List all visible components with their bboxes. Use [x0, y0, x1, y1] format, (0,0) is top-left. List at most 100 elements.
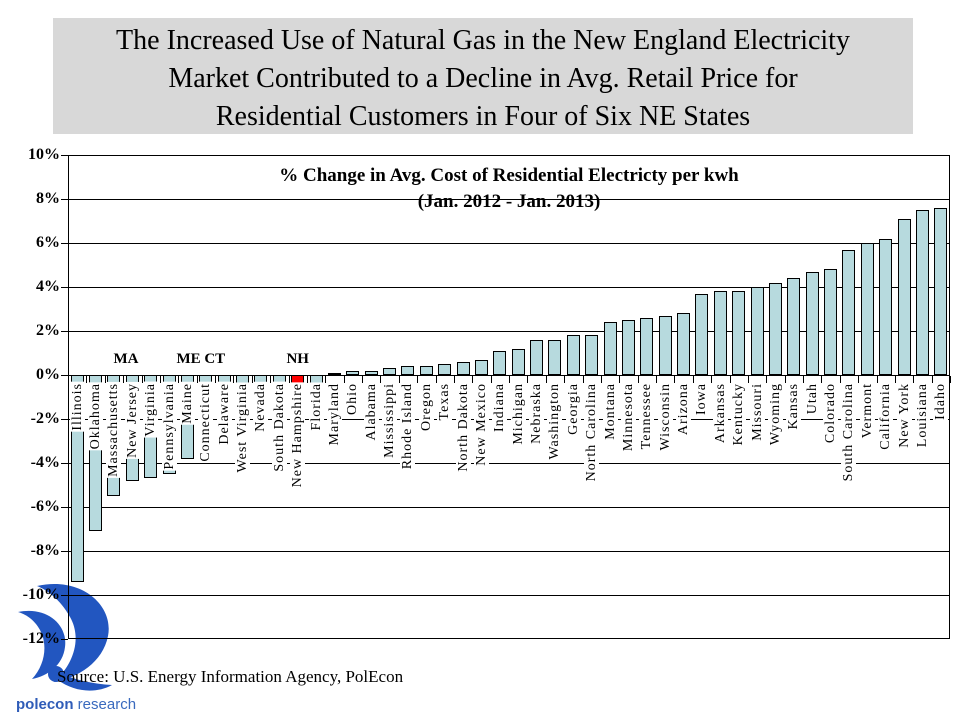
- x-axis-label-text: Maryland: [326, 382, 342, 447]
- x-axis-label: Texas: [437, 380, 453, 422]
- x-axis-label-text: Pennsylvania: [161, 382, 177, 471]
- bar-tennessee: [640, 317, 654, 375]
- category-tick: [233, 376, 235, 383]
- logo-wordmark-regular: research: [73, 696, 137, 713]
- category-tick: [325, 376, 327, 383]
- category-tick: [931, 376, 933, 383]
- bar-minnesota: [621, 320, 635, 375]
- bar-arkansas: [713, 291, 727, 375]
- x-axis-label: Washington: [547, 380, 563, 461]
- bar-arizona: [677, 313, 691, 375]
- x-axis-label-text: Iowa: [694, 382, 710, 416]
- gridline: [68, 418, 950, 420]
- gridline: [68, 550, 950, 552]
- category-tick: [821, 376, 823, 383]
- category-tick: [766, 376, 768, 383]
- x-axis-label-text: Missouri: [749, 382, 765, 442]
- x-axis-label: Arizona: [676, 380, 692, 437]
- gridline: [68, 506, 950, 508]
- x-axis-label: Florida: [308, 380, 324, 432]
- x-axis-label: Indiana: [492, 380, 508, 433]
- x-axis-label-text: Kentucky: [731, 382, 747, 447]
- y-axis-label: 2%: [36, 322, 60, 339]
- bar-new-york: [897, 218, 911, 375]
- gridline: [68, 374, 950, 376]
- bar-mississippi: [383, 368, 397, 375]
- x-axis-label: New York: [896, 380, 912, 449]
- category-tick: [656, 376, 657, 383]
- category-tick: [509, 376, 510, 383]
- x-axis-label-text: Louisiana: [914, 382, 930, 449]
- y-axis-label: -10%: [22, 586, 60, 603]
- gridline: [68, 462, 950, 464]
- bar-ohio: [346, 370, 360, 375]
- category-tick: [545, 376, 547, 383]
- x-axis-label: Utah: [804, 380, 820, 416]
- x-axis-label: Alabama: [363, 380, 379, 442]
- x-axis-label-text: Idaho: [933, 382, 949, 421]
- y-axis-label: 10%: [28, 146, 60, 163]
- category-tick: [123, 376, 125, 383]
- category-tick: [582, 376, 584, 383]
- x-axis-label: Kansas: [786, 380, 802, 431]
- x-axis-label: New Mexico: [473, 380, 489, 467]
- x-axis-label-text: South Dakota: [271, 382, 287, 473]
- plot-area: [68, 155, 950, 639]
- category-tick: [894, 376, 896, 383]
- x-axis-label-text: Wisconsin: [657, 382, 673, 452]
- category-tick: [619, 376, 621, 383]
- chart-title: % Change in Avg. Cost of Residential Ele…: [68, 163, 950, 215]
- y-axis-tick: [61, 154, 68, 156]
- x-axis-label-text: Oregon: [418, 382, 434, 432]
- bar-utah: [805, 271, 819, 375]
- category-tick: [876, 376, 878, 383]
- y-axis-tick: [61, 286, 68, 288]
- bar-vermont: [860, 243, 874, 375]
- source-text: Source: U.S. Energy Information Agency, …: [57, 667, 404, 686]
- x-axis-label: Colorado: [823, 380, 839, 445]
- x-axis-label: North Dakota: [455, 380, 471, 473]
- x-axis-label-text: Connecticut: [198, 382, 214, 463]
- x-axis-label: North Carolina: [584, 380, 600, 483]
- category-tick: [913, 376, 915, 383]
- x-axis-label: Pennsylvania: [161, 380, 177, 471]
- x-axis-label-text: Wyoming: [767, 382, 783, 447]
- x-axis-label: Wisconsin: [657, 380, 673, 452]
- x-axis-label: South Carolina: [841, 380, 857, 483]
- y-axis-label: 8%: [36, 190, 60, 207]
- x-axis-label-text: Delaware: [216, 382, 232, 446]
- x-axis-label: Nebraska: [529, 380, 545, 445]
- bar-rhode-island: [401, 366, 415, 375]
- x-axis-label: South Dakota: [271, 380, 287, 473]
- category-tick: [527, 376, 529, 383]
- bar-kentucky: [732, 291, 746, 375]
- logo-wordmark-bold: polecon: [16, 696, 74, 713]
- x-axis-label: Montana: [602, 380, 618, 441]
- x-axis-label: New Jersey: [124, 380, 140, 459]
- x-axis-label-text: Nevada: [253, 382, 269, 433]
- y-axis-tick: [61, 638, 68, 640]
- y-axis-tick: [61, 330, 68, 332]
- y-axis-label: -8%: [30, 542, 60, 559]
- category-tick: [692, 376, 694, 383]
- x-axis-label: Maryland: [326, 380, 342, 447]
- x-axis-label: Virginia: [143, 380, 159, 438]
- x-axis-label: Vermont: [859, 380, 875, 440]
- bar-north-dakota: [456, 361, 470, 375]
- x-axis-label: Michigan: [510, 380, 526, 446]
- x-axis-label-text: Kansas: [786, 382, 802, 431]
- x-axis-label: Mississippi: [382, 380, 398, 459]
- bar-colorado: [824, 269, 838, 375]
- category-tick: [600, 376, 602, 383]
- category-tick: [729, 376, 731, 383]
- slide-title-line-3: Residential Customers in Four of Six NE …: [215, 101, 751, 132]
- x-axis-label-text: Arkansas: [712, 382, 728, 445]
- gridline: [68, 330, 950, 332]
- bar-nebraska: [530, 339, 544, 375]
- x-axis-label-text: Arizona: [676, 382, 692, 437]
- category-tick: [674, 376, 676, 383]
- x-axis-label-text: Illinois: [69, 382, 85, 432]
- x-axis-label-text: New Hampshire: [290, 382, 306, 489]
- bar-texas: [438, 364, 452, 375]
- x-axis-label-text: New Mexico: [473, 382, 489, 467]
